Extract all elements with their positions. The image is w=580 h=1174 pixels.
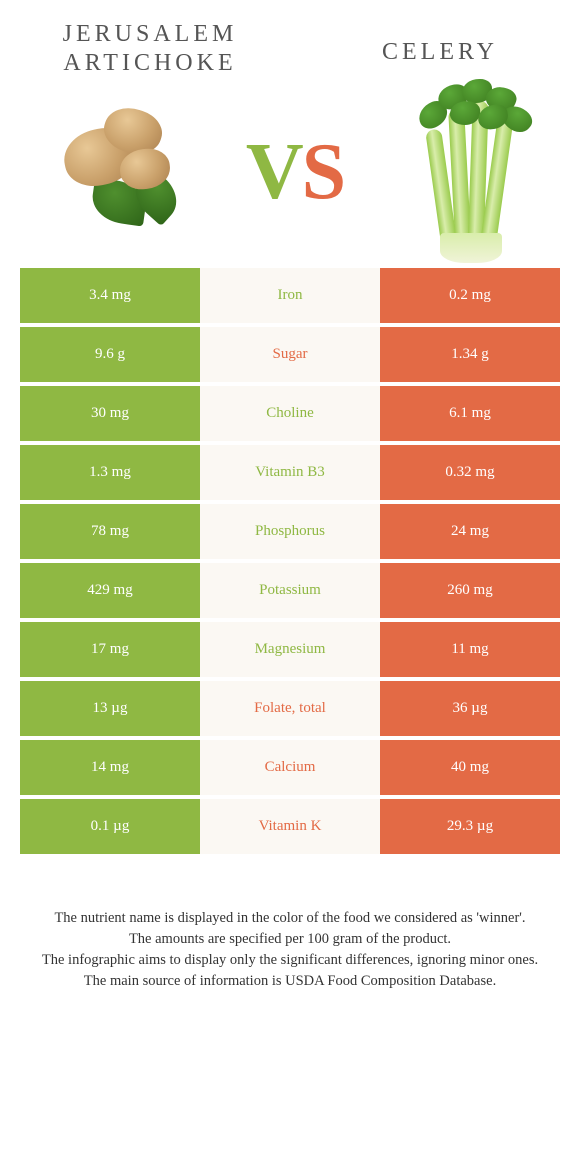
left-value-cell: 13 µg — [20, 681, 200, 736]
images-row: VS — [0, 78, 580, 268]
footer-line: The nutrient name is displayed in the co… — [30, 908, 550, 929]
footer-line: The amounts are specified per 100 gram o… — [30, 929, 550, 950]
nutrient-label-cell: Phosphorus — [200, 504, 380, 559]
nutrient-label-cell: Sugar — [200, 327, 380, 382]
nutrient-table: 3.4 mgIron0.2 mg9.6 gSugar1.34 g30 mgCho… — [20, 268, 560, 854]
right-value-cell: 1.34 g — [380, 327, 560, 382]
nutrient-label-cell: Choline — [200, 386, 380, 441]
nutrient-label-cell: Potassium — [200, 563, 380, 618]
nutrient-label-cell: Vitamin B3 — [200, 445, 380, 500]
celery-icon — [390, 83, 540, 263]
left-value-cell: 9.6 g — [20, 327, 200, 382]
table-row: 9.6 gSugar1.34 g — [20, 327, 560, 382]
right-value-cell: 36 µg — [380, 681, 560, 736]
header: JERUSALEM ARTICHOKE CELERY — [0, 0, 580, 78]
table-row: 0.1 µgVitamin K29.3 µg — [20, 799, 560, 854]
vs-s: S — [302, 128, 345, 216]
left-value-cell: 3.4 mg — [20, 268, 200, 323]
table-row: 30 mgCholine6.1 mg — [20, 386, 560, 441]
vs-v: V — [246, 128, 302, 216]
table-row: 13 µgFolate, total36 µg — [20, 681, 560, 736]
artichoke-icon — [60, 103, 200, 243]
table-row: 3.4 mgIron0.2 mg — [20, 268, 560, 323]
table-row: 78 mgPhosphorus24 mg — [20, 504, 560, 559]
table-row: 14 mgCalcium40 mg — [20, 740, 560, 795]
vs-label: VS — [246, 127, 344, 218]
left-food-image — [60, 103, 200, 243]
left-value-cell: 14 mg — [20, 740, 200, 795]
right-value-cell: 29.3 µg — [380, 799, 560, 854]
footer-line: The infographic aims to display only the… — [30, 950, 550, 971]
nutrient-label-cell: Folate, total — [200, 681, 380, 736]
nutrient-label-cell: Iron — [200, 268, 380, 323]
table-row: 17 mgMagnesium11 mg — [20, 622, 560, 677]
left-food-title: JERUSALEM ARTICHOKE — [50, 20, 250, 78]
right-value-cell: 24 mg — [380, 504, 560, 559]
right-value-cell: 260 mg — [380, 563, 560, 618]
right-food-image — [390, 83, 540, 263]
nutrient-label-cell: Vitamin K — [200, 799, 380, 854]
right-food-title: CELERY — [350, 20, 530, 78]
left-value-cell: 30 mg — [20, 386, 200, 441]
nutrient-label-cell: Calcium — [200, 740, 380, 795]
right-value-cell: 6.1 mg — [380, 386, 560, 441]
left-value-cell: 17 mg — [20, 622, 200, 677]
footer-notes: The nutrient name is displayed in the co… — [0, 858, 580, 992]
left-value-cell: 1.3 mg — [20, 445, 200, 500]
table-row: 1.3 mgVitamin B30.32 mg — [20, 445, 560, 500]
right-value-cell: 0.32 mg — [380, 445, 560, 500]
right-value-cell: 40 mg — [380, 740, 560, 795]
left-value-cell: 429 mg — [20, 563, 200, 618]
left-value-cell: 0.1 µg — [20, 799, 200, 854]
left-value-cell: 78 mg — [20, 504, 200, 559]
footer-line: The main source of information is USDA F… — [30, 971, 550, 992]
right-value-cell: 0.2 mg — [380, 268, 560, 323]
nutrient-label-cell: Magnesium — [200, 622, 380, 677]
right-value-cell: 11 mg — [380, 622, 560, 677]
table-row: 429 mgPotassium260 mg — [20, 563, 560, 618]
